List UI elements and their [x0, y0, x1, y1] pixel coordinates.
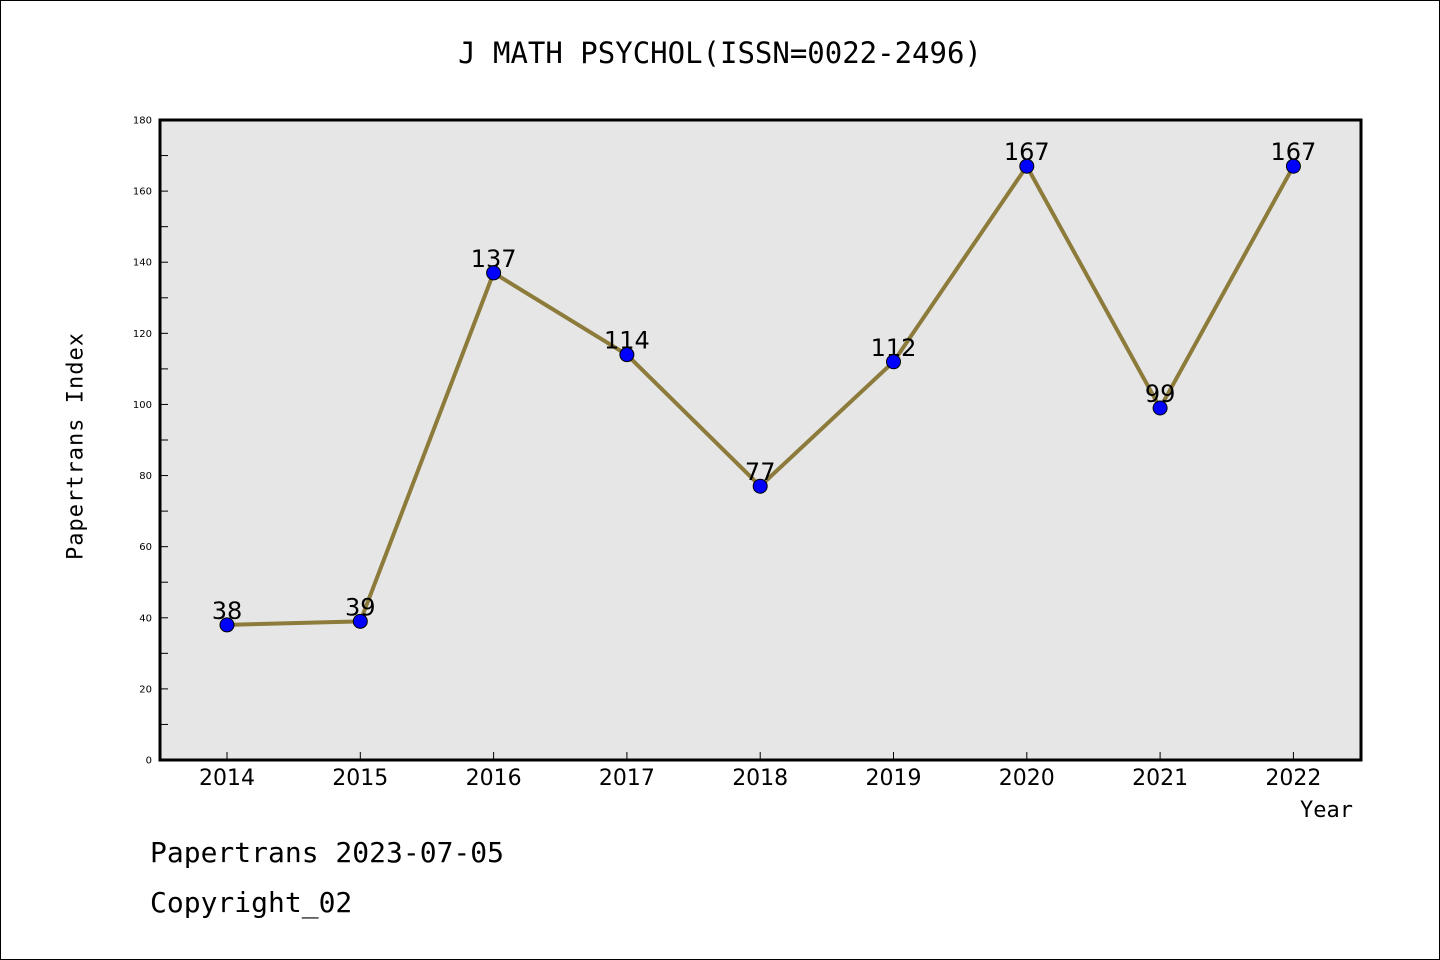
x-tick-label: 2021: [1132, 766, 1188, 791]
y-tick-label: 120: [133, 329, 152, 340]
data-point: [1019, 158, 1035, 174]
y-tick-label: 40: [139, 613, 152, 624]
data-point: [619, 347, 635, 363]
x-tick-label: 2017: [599, 766, 655, 791]
x-tick-label: 2020: [999, 766, 1055, 791]
y-tick-label: 140: [133, 258, 152, 269]
x-tick-label: 2018: [732, 766, 788, 791]
x-axis-label: Year: [1300, 798, 1353, 823]
plot-background: [160, 120, 1361, 760]
y-tick-label: 100: [133, 400, 152, 411]
y-tick-label: 60: [139, 542, 152, 553]
y-tick-label: 160: [133, 187, 152, 198]
data-point: [1152, 400, 1168, 416]
data-point: [352, 613, 368, 629]
x-tick-label: 2014: [199, 766, 255, 791]
data-point: [886, 354, 901, 370]
data-point: [1285, 158, 1301, 174]
chart-title: J MATH PSYCHOL(ISSN=0022-2496): [458, 36, 982, 70]
footer-date: Papertrans 2023-07-05: [150, 836, 505, 869]
x-tick-label: 2016: [466, 766, 522, 791]
y-tick-label: 0: [146, 756, 152, 767]
y-tick-label: 20: [139, 684, 152, 695]
data-point: [219, 617, 235, 633]
x-tick-label: 2019: [866, 766, 922, 791]
y-tick-label: 180: [133, 116, 152, 127]
data-point: [486, 265, 502, 281]
footer-copyright: Copyright_02: [150, 886, 353, 919]
data-point: [752, 478, 768, 494]
y-tick-label: 80: [139, 471, 152, 482]
x-tick-label: 2022: [1265, 766, 1321, 791]
x-tick-label: 2015: [332, 766, 388, 791]
